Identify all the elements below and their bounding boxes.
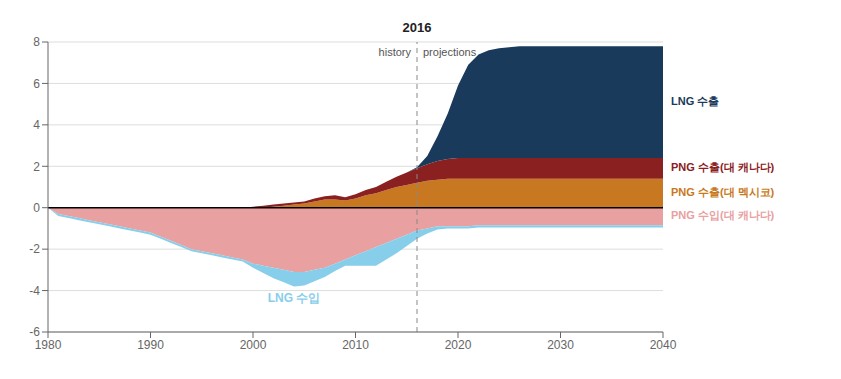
svg-text:4: 4 (33, 118, 40, 132)
svg-text:PNG 수출(대 멕시코): PNG 수출(대 멕시코) (671, 186, 775, 198)
svg-text:2040: 2040 (650, 338, 677, 352)
svg-text:-6: -6 (29, 325, 40, 339)
svg-text:2020: 2020 (445, 338, 472, 352)
svg-text:8: 8 (33, 35, 40, 49)
svg-text:2: 2 (33, 160, 40, 174)
svg-text:PNG 수입(대 캐나다): PNG 수입(대 캐나다) (671, 209, 775, 221)
svg-text:history: history (379, 46, 412, 58)
svg-text:projections: projections (423, 46, 477, 58)
svg-text:0: 0 (33, 201, 40, 215)
svg-text:LNG 수입: LNG 수입 (268, 291, 321, 305)
svg-text:PNG 수출(대 캐나다): PNG 수출(대 캐나다) (671, 161, 775, 173)
svg-text:2030: 2030 (547, 338, 574, 352)
svg-text:2016: 2016 (403, 20, 432, 35)
svg-text:2010: 2010 (342, 338, 369, 352)
svg-text:-2: -2 (29, 242, 40, 256)
svg-text:-4: -4 (29, 284, 40, 298)
svg-text:1980: 1980 (35, 338, 62, 352)
svg-text:LNG 수출: LNG 수출 (671, 95, 719, 107)
svg-text:1990: 1990 (137, 338, 164, 352)
svg-text:6: 6 (33, 77, 40, 91)
svg-text:2000: 2000 (240, 338, 267, 352)
